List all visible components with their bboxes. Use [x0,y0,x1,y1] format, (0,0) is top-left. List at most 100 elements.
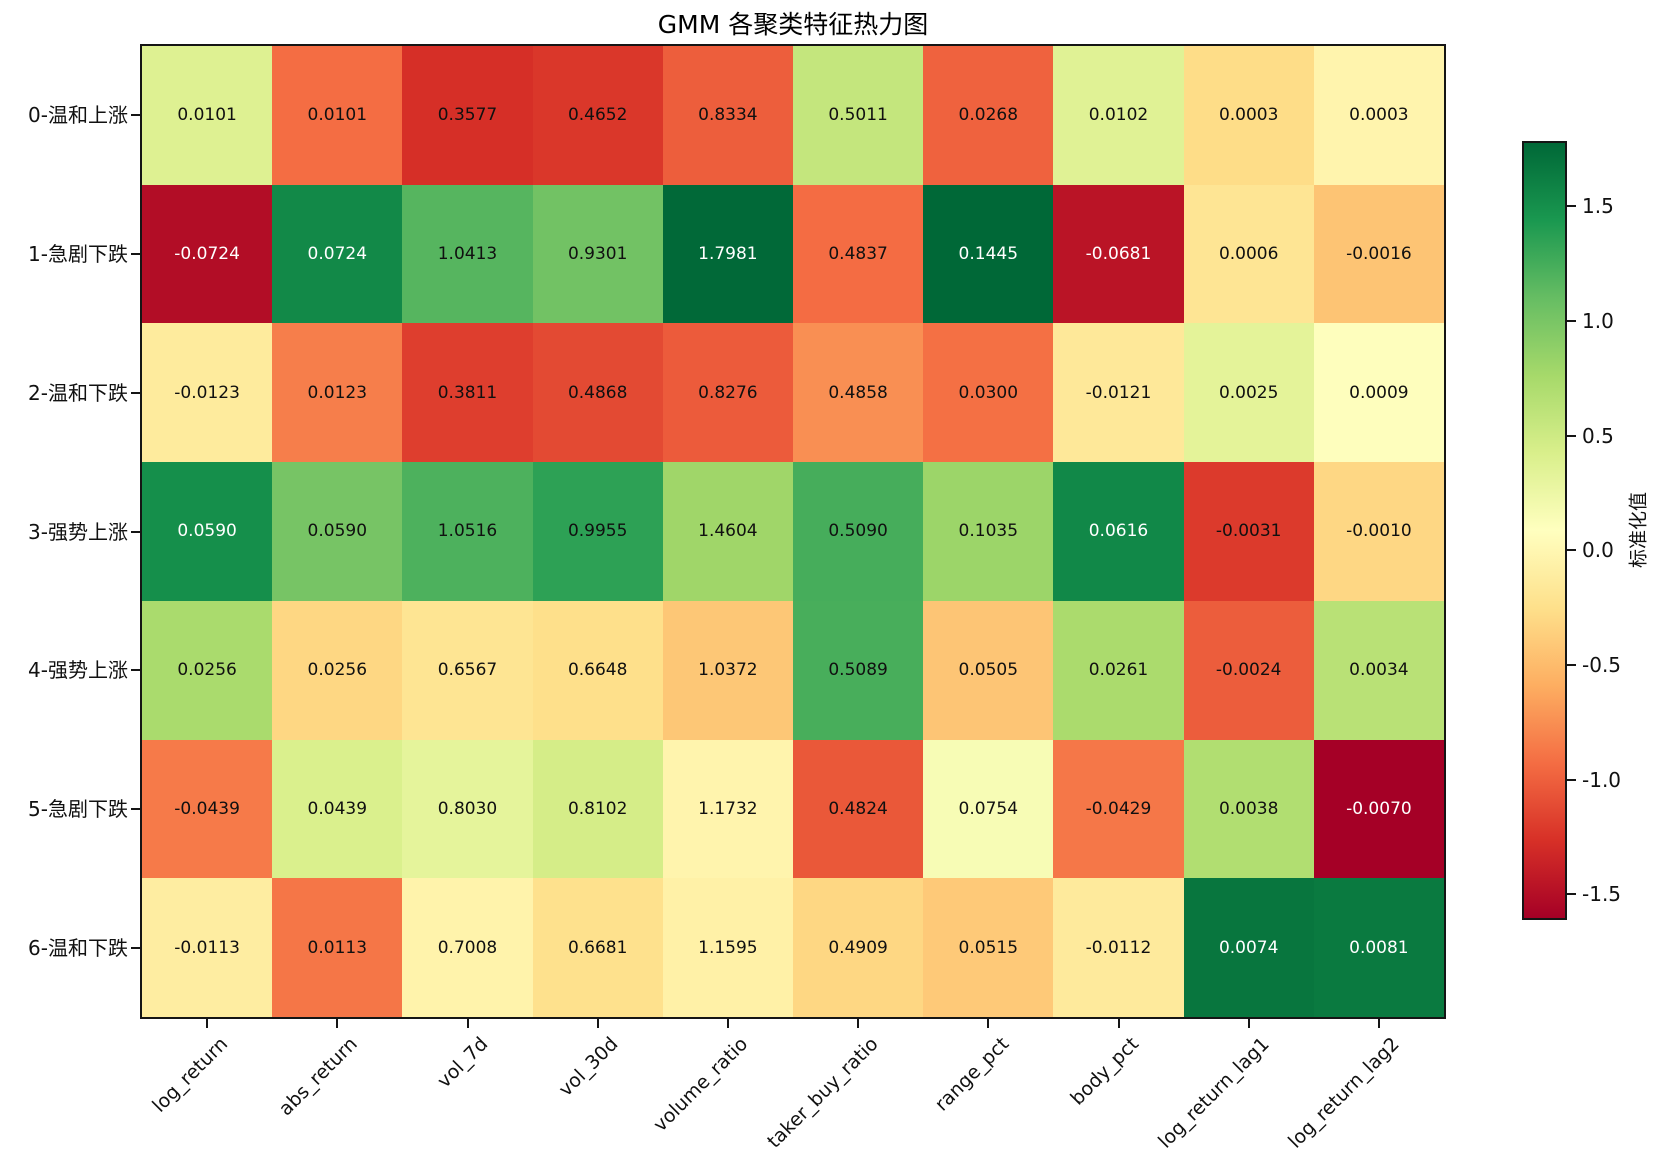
cell-value: 0.0006 [1218,244,1279,265]
cell-value: 0.0268 [958,105,1019,126]
cell-value: 0.4909 [828,937,888,958]
x-tick [857,1019,860,1028]
colorbar-tick-label: -1.5 [1582,882,1622,907]
cell-value: 0.0009 [1349,382,1409,403]
cell-value: -0.0724 [174,244,240,265]
colorbar-tick [1567,205,1576,208]
colorbar-tick [1567,778,1576,781]
chart-title: GMM 各聚类特征热力图 [657,10,929,39]
row-label: 3-强势上涨 [28,519,128,544]
heatmap-cell: 0.0025 [1183,323,1314,463]
heatmap-cell: 0.3577 [402,46,533,185]
heatmap-cell: 1.0516 [402,462,533,601]
heatmap-cell: 0.0590 [272,462,403,601]
heatmap-cell: 1.1595 [662,878,793,1017]
heatmap-cell: 0.7008 [402,878,533,1017]
row-label: 4-强势上涨 [28,658,128,683]
heatmap-cell: 0.1445 [923,184,1054,324]
heatmap-cell: 0.0261 [1053,600,1184,740]
cell-value: 0.9955 [567,521,628,542]
cell-value: 0.6681 [567,937,628,958]
heatmap-cell: 0.0102 [1053,46,1184,185]
column-label: abs_return [274,1033,362,1121]
cell-value: -0.0429 [1085,798,1152,819]
y-tick [131,530,140,533]
heatmap-cell: 0.0754 [923,739,1054,879]
heatmap-cell: 0.9301 [532,184,663,324]
heatmap-cell: -0.0010 [1313,462,1444,601]
row-label: 1-急剧下跌 [28,242,128,267]
colorbar-tick-label: 1.0 [1582,308,1614,333]
colorbar-tick [1567,434,1576,437]
cell-value: 0.0081 [1349,937,1409,958]
heatmap-cell: 0.6648 [532,600,663,740]
colorbar-label: 标准化值 [1627,491,1650,569]
heatmap-cell: -0.0112 [1053,878,1184,1017]
heatmap-cell: 0.0081 [1313,878,1444,1017]
cell-value: 0.1445 [958,244,1019,265]
x-tick [206,1019,209,1028]
colorbar-tick [1567,319,1576,322]
cell-value: 0.4824 [828,798,888,819]
heatmap-cell: 0.6567 [402,600,533,740]
cell-value: 0.0113 [307,937,368,958]
x-tick [726,1019,729,1028]
cell-value: 0.3811 [437,382,498,403]
heatmap-cell: -0.0031 [1183,462,1314,601]
heatmap-cell: 0.0590 [142,462,273,601]
heatmap-cell: 1.4604 [662,462,793,601]
colorbar-tick [1567,549,1576,552]
heatmap-cell: -0.0113 [142,878,273,1017]
heatmap-cell: -0.0724 [142,184,273,324]
heatmap-cell: 0.5011 [793,46,924,185]
heatmap-cell: 0.0101 [272,46,403,185]
heatmap-cell: 0.4652 [532,46,663,185]
colorbar-tick [1567,893,1576,896]
colorbar-tick-label: 0.5 [1582,423,1614,448]
cell-value: 0.0590 [177,521,237,542]
cell-value: -0.0113 [174,937,240,958]
x-tick [1377,1019,1380,1028]
heatmap-cell: 0.5089 [793,600,924,740]
heatmap-cell: 0.4837 [793,184,924,324]
cell-value: 0.0102 [1088,105,1149,126]
cell-value: 0.8030 [437,798,498,819]
x-tick [596,1019,599,1028]
column-label: range_pct [930,1033,1013,1116]
heatmap-cell: 0.4858 [793,323,924,463]
heatmap-cell: 0.1035 [923,462,1054,601]
heatmap-cell: 0.8276 [662,323,793,463]
heatmap-cell: 0.8102 [532,739,663,879]
column-label: log_return_lag1 [1153,1033,1274,1153]
cell-value: 0.0025 [1218,382,1279,403]
cell-value: 0.0256 [177,660,237,681]
heatmap-cell: -0.0439 [142,739,273,879]
colorbar-tick [1567,663,1576,666]
cell-value: 0.4837 [828,244,888,265]
cell-value: 1.4604 [698,521,758,542]
heatmap-cell: 0.0616 [1053,462,1184,601]
cell-value: -0.0121 [1085,382,1152,403]
cell-value: 0.0439 [307,798,368,819]
cell-value: 0.0505 [958,660,1019,681]
row-label: 0-温和上涨 [28,103,128,128]
cell-value: 0.0590 [307,521,368,542]
heatmap-cell: -0.0681 [1053,184,1184,324]
x-tick [466,1019,469,1028]
column-label: taker_buy_ratio [763,1033,883,1153]
cell-value: 1.7981 [698,244,758,265]
cell-value: 0.0101 [177,105,237,126]
column-label: vol_7d [432,1033,493,1093]
cell-value: 0.5011 [828,105,888,126]
heatmap-cell: 0.0300 [923,323,1054,463]
cell-value: 0.5089 [828,660,888,681]
heatmap-cell: 0.0268 [923,46,1054,185]
cell-value: -0.0024 [1215,660,1282,681]
cell-value: -0.0112 [1085,937,1152,958]
y-tick [131,253,140,256]
heatmap-cell: 0.6681 [532,878,663,1017]
heatmap-cell: 0.0439 [272,739,403,879]
x-tick [987,1019,990,1028]
x-tick [336,1019,339,1028]
cell-value: -0.0010 [1346,521,1412,542]
